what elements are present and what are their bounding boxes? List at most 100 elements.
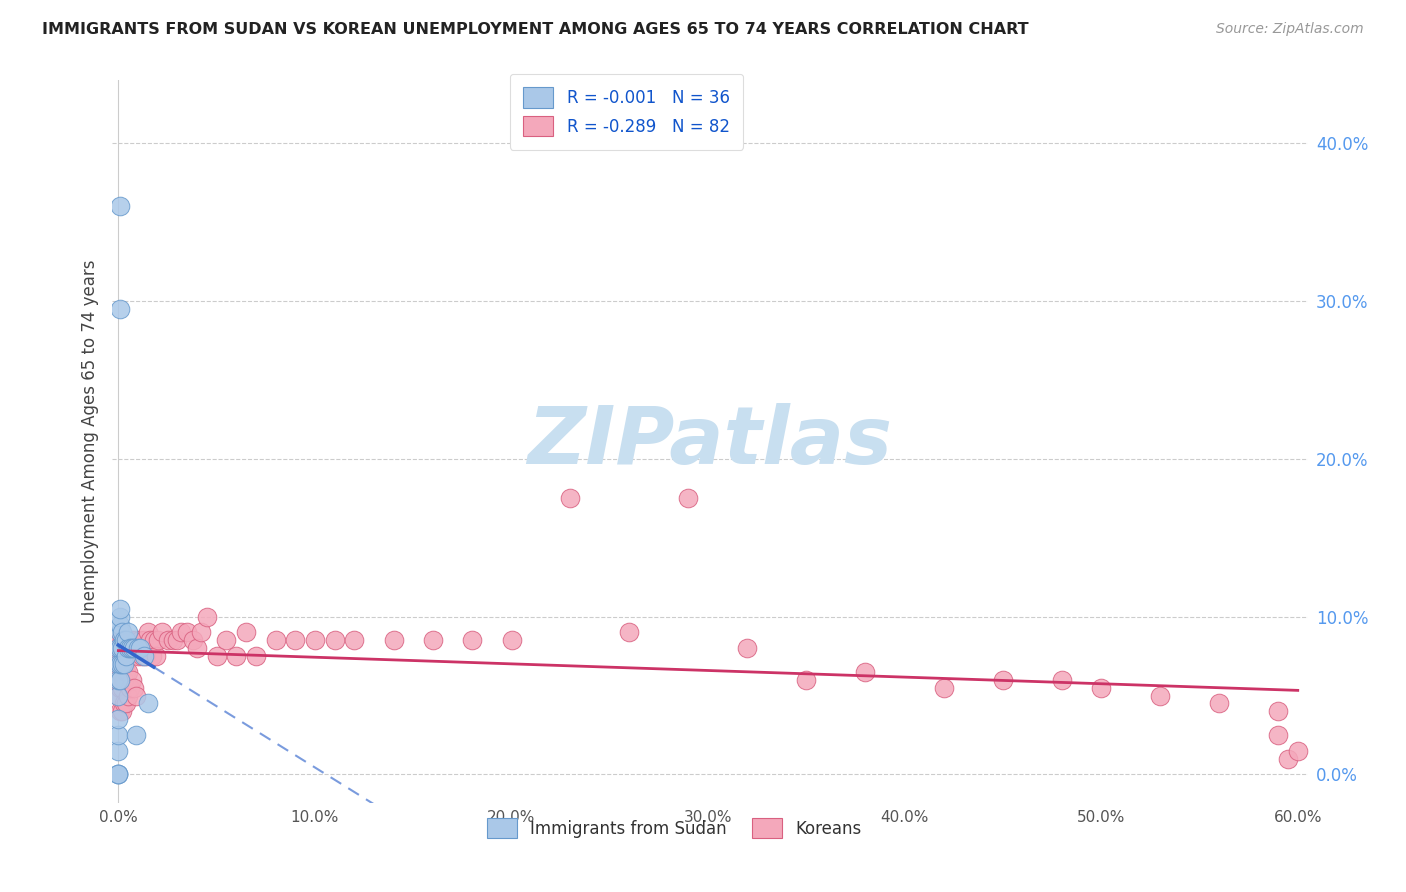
Point bbox=[112, 697, 135, 711]
Point bbox=[110, 665, 132, 679]
Point bbox=[135, 649, 157, 664]
Point bbox=[115, 633, 138, 648]
Point bbox=[141, 649, 163, 664]
Point bbox=[166, 633, 188, 648]
Text: IMMIGRANTS FROM SUDAN VS KOREAN UNEMPLOYMENT AMONG AGES 65 TO 74 YEARS CORRELATI: IMMIGRANTS FROM SUDAN VS KOREAN UNEMPLOY… bbox=[42, 22, 1029, 37]
Point bbox=[1050, 673, 1073, 687]
Point bbox=[117, 625, 139, 640]
Point bbox=[127, 649, 149, 664]
Point bbox=[111, 641, 134, 656]
Point bbox=[125, 728, 148, 742]
Point bbox=[111, 657, 134, 671]
Point bbox=[129, 641, 152, 656]
Point bbox=[991, 673, 1014, 687]
Point bbox=[122, 641, 145, 656]
Point bbox=[145, 649, 167, 664]
Point bbox=[115, 665, 138, 679]
Point bbox=[120, 681, 142, 695]
Point bbox=[853, 665, 876, 679]
Point bbox=[107, 712, 129, 726]
Point bbox=[115, 697, 138, 711]
Point bbox=[107, 689, 129, 703]
Point bbox=[111, 625, 134, 640]
Point bbox=[1267, 704, 1289, 718]
Point bbox=[162, 633, 184, 648]
Point bbox=[125, 633, 148, 648]
Point bbox=[132, 649, 155, 664]
Point bbox=[107, 767, 129, 781]
Point bbox=[215, 633, 238, 648]
Point bbox=[117, 689, 139, 703]
Point bbox=[1267, 728, 1289, 742]
Point bbox=[111, 704, 134, 718]
Point bbox=[117, 641, 139, 656]
Point bbox=[1149, 689, 1171, 703]
Point bbox=[150, 625, 173, 640]
Point bbox=[190, 625, 212, 640]
Point bbox=[619, 625, 641, 640]
Point bbox=[110, 625, 132, 640]
Point bbox=[110, 641, 132, 656]
Point bbox=[170, 625, 193, 640]
Point bbox=[186, 641, 208, 656]
Point bbox=[1286, 744, 1309, 758]
Point bbox=[343, 633, 366, 648]
Point bbox=[107, 767, 129, 781]
Point bbox=[110, 673, 132, 687]
Point bbox=[121, 641, 143, 656]
Point bbox=[205, 649, 228, 664]
Point bbox=[136, 697, 159, 711]
Point bbox=[110, 657, 132, 671]
Point bbox=[136, 625, 159, 640]
Point bbox=[107, 728, 129, 742]
Point bbox=[245, 649, 267, 664]
Point bbox=[120, 641, 142, 656]
Point bbox=[422, 633, 444, 648]
Point bbox=[112, 657, 135, 671]
Point bbox=[323, 633, 346, 648]
Point bbox=[127, 641, 149, 656]
Point bbox=[225, 649, 247, 664]
Point bbox=[284, 633, 307, 648]
Point bbox=[107, 689, 129, 703]
Point bbox=[117, 633, 139, 648]
Point bbox=[110, 704, 132, 718]
Point bbox=[132, 633, 155, 648]
Point bbox=[382, 633, 405, 648]
Point bbox=[112, 633, 135, 648]
Point bbox=[501, 633, 523, 648]
Point bbox=[122, 641, 145, 656]
Point bbox=[107, 744, 129, 758]
Point bbox=[112, 633, 135, 648]
Point bbox=[107, 665, 129, 679]
Y-axis label: Unemployment Among Ages 65 to 74 years: Unemployment Among Ages 65 to 74 years bbox=[80, 260, 98, 624]
Point bbox=[125, 689, 148, 703]
Legend: Immigrants from Sudan, Koreans: Immigrants from Sudan, Koreans bbox=[481, 812, 868, 845]
Point bbox=[110, 633, 132, 648]
Point bbox=[117, 665, 139, 679]
Point bbox=[796, 673, 818, 687]
Point bbox=[235, 625, 257, 640]
Point bbox=[110, 617, 132, 632]
Point bbox=[131, 649, 153, 664]
Point bbox=[560, 491, 582, 506]
Point bbox=[142, 633, 165, 648]
Point bbox=[1277, 751, 1299, 765]
Point bbox=[304, 633, 326, 648]
Point bbox=[678, 491, 700, 506]
Point bbox=[112, 673, 135, 687]
Point bbox=[115, 649, 138, 664]
Point bbox=[111, 681, 134, 695]
Point bbox=[1208, 697, 1230, 711]
Point bbox=[110, 681, 132, 695]
Point bbox=[110, 649, 132, 664]
Point bbox=[120, 641, 142, 656]
Point bbox=[121, 673, 143, 687]
Point bbox=[932, 681, 955, 695]
Point bbox=[139, 633, 162, 648]
Point bbox=[121, 633, 143, 648]
Point bbox=[111, 657, 134, 671]
Point bbox=[737, 641, 759, 656]
Point bbox=[122, 681, 145, 695]
Point bbox=[1090, 681, 1112, 695]
